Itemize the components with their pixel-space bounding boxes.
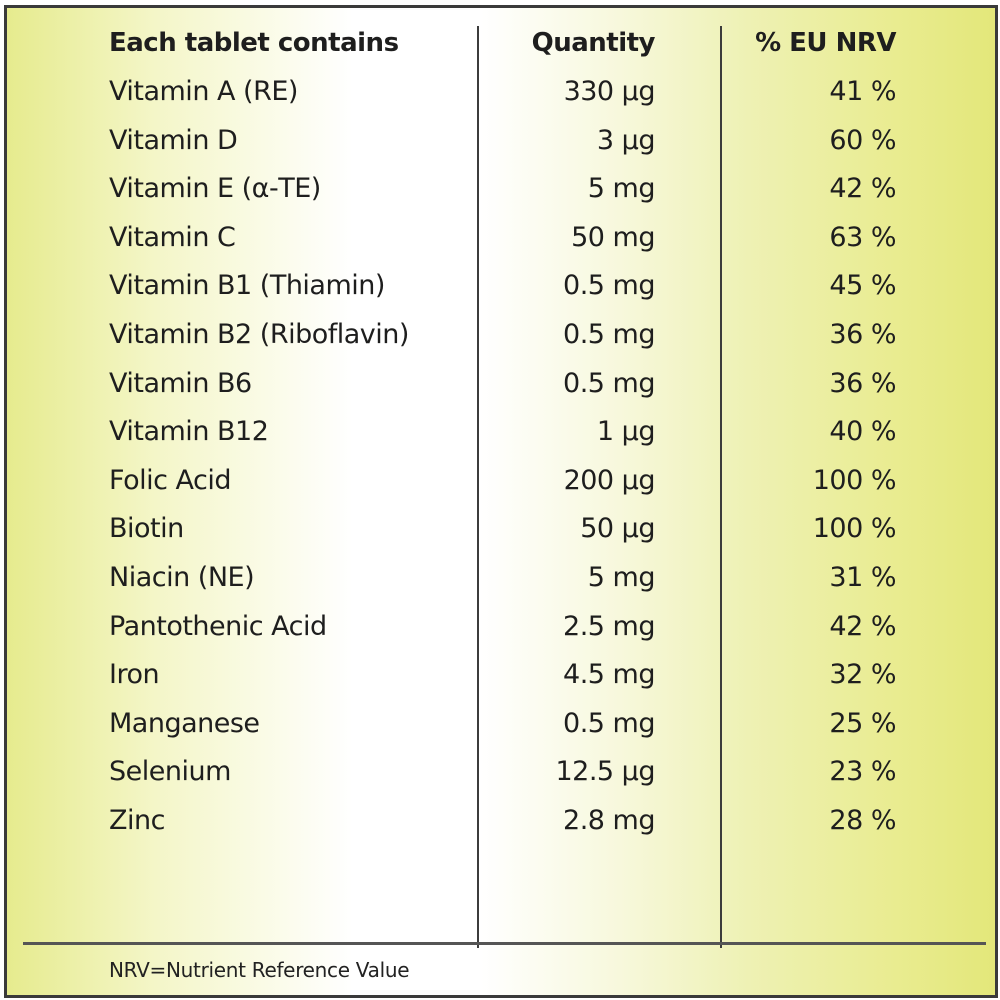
- cell-quantity: 5 mg: [587, 173, 656, 205]
- table-row: Vitamin B1 (Thiamin) 0.5 mg 45 %: [7, 270, 995, 314]
- table-row: Zinc 2.8 mg 28 %: [7, 805, 995, 849]
- cell-nrv: 31 %: [829, 562, 896, 593]
- cell-nrv: 28 %: [829, 805, 896, 836]
- column-divider-1: [477, 26, 479, 948]
- table-row: Pantothenic Acid 2.5 mg 42 %: [7, 611, 995, 655]
- cell-name: Pantothenic Acid: [109, 610, 327, 642]
- table-row: Selenium 12.5 µg 23 %: [7, 756, 995, 800]
- cell-nrv: 25 %: [829, 707, 896, 739]
- cell-quantity: 50 µg: [580, 513, 655, 545]
- cell-quantity: 2.8 mg: [563, 805, 655, 836]
- cell-nrv: 45 %: [829, 270, 896, 302]
- table-row: Vitamin A (RE) 330 µg 41 %: [7, 76, 995, 120]
- cell-quantity: 2.5 mg: [563, 610, 655, 642]
- header-nrv: % EU NRV: [755, 28, 896, 58]
- cell-quantity: 50 mg: [571, 221, 655, 253]
- cell-nrv: 42 %: [829, 173, 896, 205]
- footnote: NRV=Nutrient Reference Value: [109, 958, 410, 982]
- table-row: Iron 4.5 mg 32 %: [7, 659, 995, 703]
- cell-quantity: 200 µg: [563, 464, 656, 496]
- table-header: Each tablet contains Quantity % EU NRV: [7, 28, 995, 72]
- cell-name: Vitamin C: [109, 221, 236, 253]
- cell-nrv: 36 %: [829, 367, 896, 399]
- cell-quantity: 12.5 µg: [555, 756, 655, 788]
- cell-quantity: 5 mg: [587, 562, 656, 593]
- table-row: Vitamin B12 1 µg 40 %: [7, 416, 995, 460]
- cell-name: Vitamin B2 (Riboflavin): [109, 319, 409, 350]
- cell-quantity: 4.5 mg: [563, 659, 655, 691]
- cell-nrv: 100 %: [812, 464, 897, 496]
- cell-quantity: 3 µg: [596, 124, 656, 156]
- header-quantity: Quantity: [531, 28, 656, 58]
- table-row: Vitamin E (α-TE) 5 mg 42 %: [7, 173, 995, 217]
- cell-name: Vitamin E (α-TE): [109, 173, 321, 205]
- cell-name: Zinc: [109, 805, 165, 836]
- table-row: Biotin 50 µg 100 %: [7, 513, 995, 557]
- table-row: Niacin (NE) 5 mg 31 %: [7, 562, 995, 606]
- table-row: Vitamin C 50 mg 63 %: [7, 222, 995, 266]
- cell-name: Vitamin D: [109, 124, 238, 156]
- cell-nrv: 63 %: [829, 221, 896, 253]
- cell-nrv: 41 %: [829, 76, 896, 107]
- cell-nrv: 60 %: [829, 124, 896, 156]
- cell-nrv: 100 %: [812, 513, 897, 545]
- cell-name: Iron: [109, 659, 160, 691]
- cell-name: Vitamin B6: [109, 367, 252, 399]
- cell-name: Vitamin A (RE): [109, 76, 298, 107]
- cell-name: Vitamin B1 (Thiamin): [109, 270, 385, 302]
- table-row: Vitamin D 3 µg 60 %: [7, 125, 995, 169]
- header-name: Each tablet contains: [109, 28, 399, 58]
- cell-name: Biotin: [109, 513, 184, 545]
- cell-nrv: 32 %: [829, 659, 896, 691]
- cell-quantity: 0.5 mg: [563, 319, 655, 350]
- cell-nrv: 42 %: [829, 610, 896, 642]
- cell-nrv: 36 %: [829, 319, 896, 350]
- cell-name: Folic Acid: [109, 464, 232, 496]
- table-row: Folic Acid 200 µg 100 %: [7, 465, 995, 509]
- table-row: Vitamin B2 (Riboflavin) 0.5 mg 36 %: [7, 319, 995, 363]
- cell-name: Vitamin B12: [109, 416, 269, 448]
- table-row: Vitamin B6 0.5 mg 36 %: [7, 368, 995, 412]
- cell-quantity: 0.5 mg: [563, 707, 655, 739]
- cell-name: Selenium: [109, 756, 231, 788]
- table-row: Manganese 0.5 mg 25 %: [7, 708, 995, 752]
- cell-quantity: 1 µg: [596, 416, 656, 448]
- column-divider-2: [720, 26, 722, 948]
- cell-nrv: 40 %: [829, 416, 896, 448]
- cell-quantity: 330 µg: [563, 76, 656, 107]
- cell-quantity: 0.5 mg: [563, 367, 655, 399]
- cell-quantity: 0.5 mg: [563, 270, 655, 302]
- cell-name: Niacin (NE): [109, 562, 255, 593]
- cell-name: Manganese: [109, 707, 260, 739]
- footer-divider: [23, 942, 986, 945]
- cell-nrv: 23 %: [829, 756, 896, 788]
- nutrition-panel: Each tablet contains Quantity % EU NRV V…: [4, 5, 998, 998]
